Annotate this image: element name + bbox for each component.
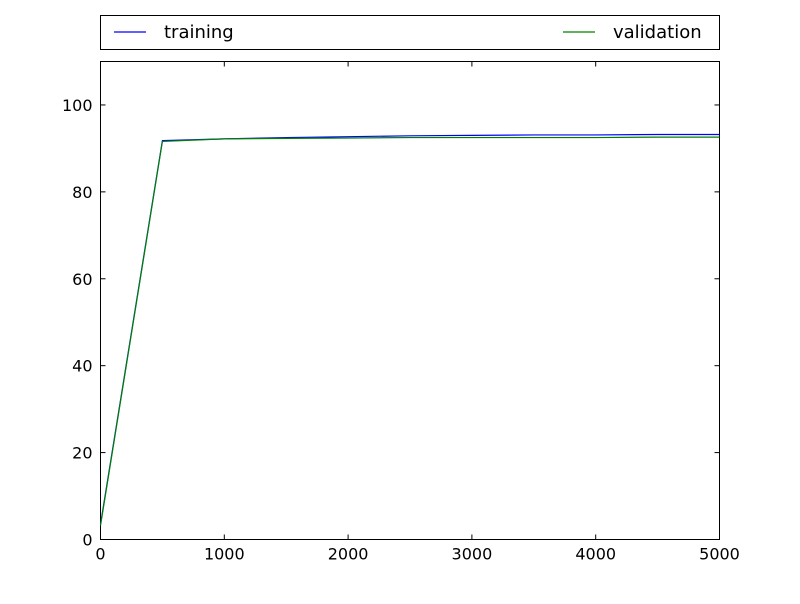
y-tick-label: 100 bbox=[62, 96, 93, 115]
x-tick-label: 2000 bbox=[328, 545, 369, 564]
legend-label-validation: validation bbox=[613, 22, 702, 43]
x-tick-label: 0 bbox=[95, 545, 105, 564]
plot-frame bbox=[100, 61, 720, 540]
x-tick-label: 5000 bbox=[699, 545, 740, 564]
series-line-validation bbox=[99, 136, 720, 526]
y-tick-label: 60 bbox=[72, 270, 92, 289]
axis-ticks bbox=[100, 61, 720, 540]
y-tick-label: 20 bbox=[72, 444, 92, 463]
legend: training validation bbox=[100, 15, 720, 50]
series-lines bbox=[99, 133, 720, 526]
y-axis-tick-labels: 0 20 40 60 80 100 bbox=[62, 96, 93, 550]
y-tick-label: 40 bbox=[72, 357, 92, 376]
x-tick-label: 3000 bbox=[452, 545, 493, 564]
x-axis-tick-labels: 0 1000 2000 3000 4000 5000 bbox=[95, 545, 739, 564]
y-tick-label: 80 bbox=[72, 183, 92, 202]
x-tick-label: 1000 bbox=[204, 545, 245, 564]
y-tick-label: 0 bbox=[82, 531, 92, 550]
legend-label-training: training bbox=[164, 22, 234, 43]
legend-frame bbox=[100, 15, 720, 50]
x-tick-label: 4000 bbox=[575, 545, 616, 564]
